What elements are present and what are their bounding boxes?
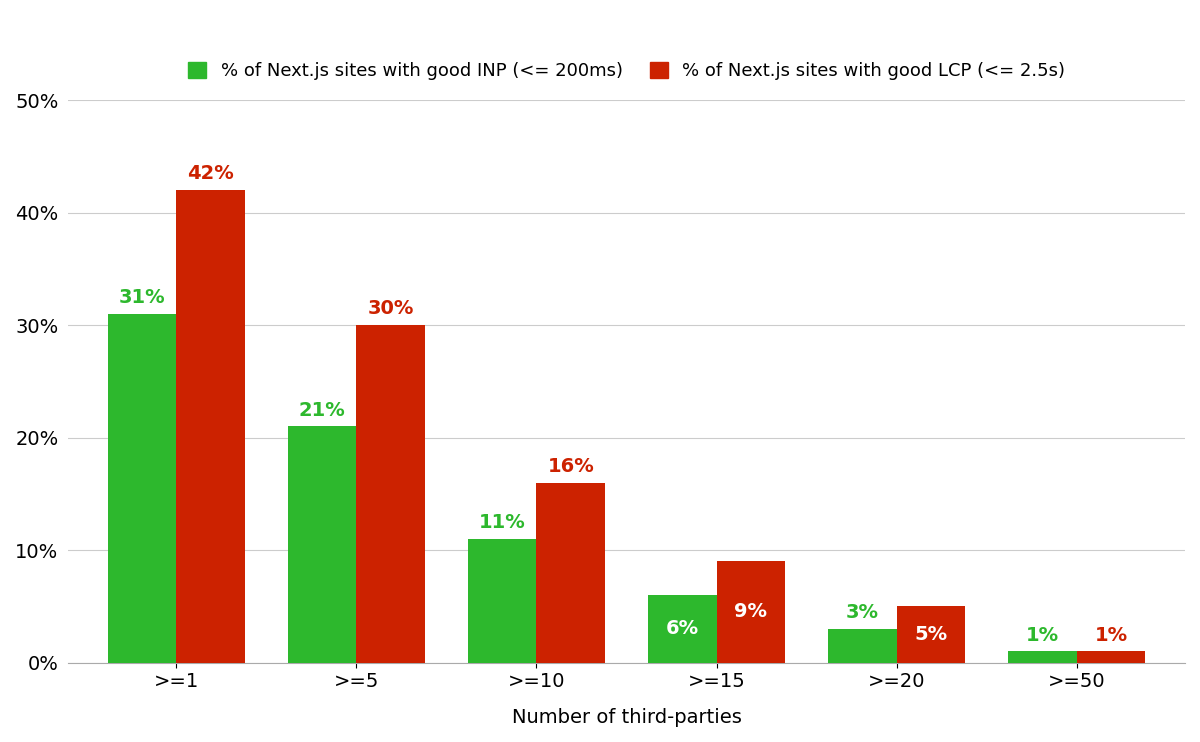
Bar (648, 595, 716, 663)
Text: 16%: 16% (547, 457, 594, 476)
Bar (288, 427, 356, 663)
Bar (536, 482, 605, 663)
Bar (108, 314, 176, 663)
Legend: % of Next.js sites with good INP (<= 200ms), % of Next.js sites with good LCP (<: % of Next.js sites with good INP (<= 200… (179, 53, 1074, 89)
Text: 42%: 42% (187, 165, 234, 183)
Text: 1%: 1% (1094, 626, 1128, 645)
Bar (468, 539, 536, 663)
Text: 1%: 1% (1026, 626, 1060, 645)
Text: 6%: 6% (666, 620, 698, 638)
Bar (1076, 651, 1145, 663)
Text: 11%: 11% (479, 513, 526, 532)
X-axis label: Number of third-parties: Number of third-parties (511, 708, 742, 727)
Text: 31%: 31% (119, 288, 166, 307)
Bar (716, 562, 785, 663)
Bar (176, 190, 245, 663)
Bar (896, 606, 965, 663)
Bar (1008, 651, 1076, 663)
Text: 21%: 21% (299, 401, 346, 420)
Bar (828, 629, 896, 663)
Bar (356, 325, 425, 663)
Text: 30%: 30% (367, 300, 414, 318)
Text: 3%: 3% (846, 603, 880, 622)
Text: 5%: 5% (914, 625, 948, 644)
Text: 9%: 9% (734, 603, 767, 622)
